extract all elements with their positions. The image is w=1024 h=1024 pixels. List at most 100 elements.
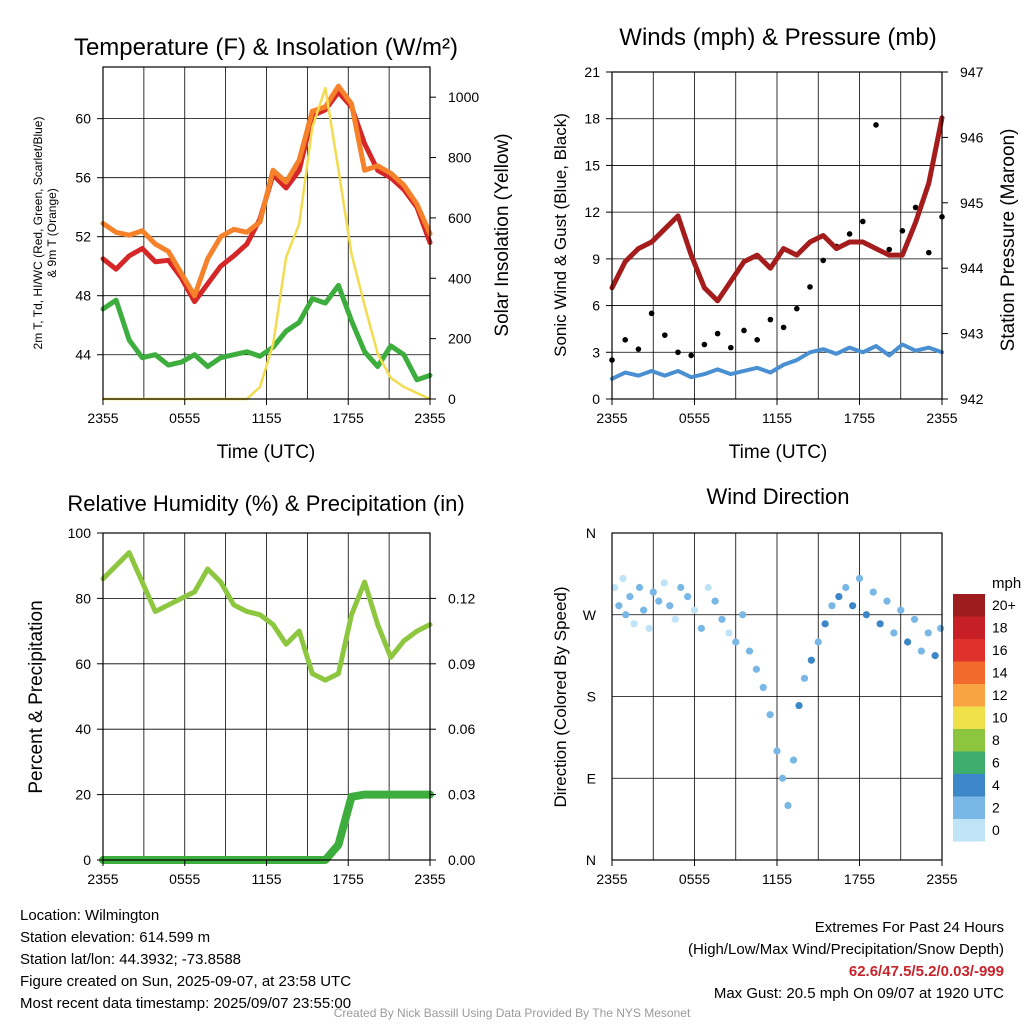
direction-point — [795, 701, 803, 710]
direction-point — [937, 624, 945, 632]
legend-label: 6 — [992, 755, 1000, 771]
y-tick-label: 6 — [592, 298, 600, 314]
x-tick-label: 0555 — [169, 871, 200, 887]
x-tick-label: 1755 — [844, 871, 875, 887]
gust-point — [635, 346, 642, 352]
x-tick-label: 1155 — [251, 410, 281, 426]
direction-point — [660, 579, 668, 587]
temperature-panel: Temperature (F) & Insolation (W/m²) 2355… — [31, 34, 513, 463]
gust-point — [622, 337, 628, 343]
y-tick-label: S — [587, 689, 596, 705]
x-tick-label: 2355 — [414, 410, 445, 426]
y-tick-label: 40 — [75, 721, 91, 737]
direction-point — [778, 774, 787, 782]
direction-point — [821, 620, 829, 628]
x-tick-label: 0555 — [679, 410, 710, 426]
extremes-title: Extremes For Past 24 Hours — [814, 919, 1004, 936]
extremes-values: 62.6/47.5/5.2/0.03/-999 — [848, 963, 1004, 980]
temp-ylabel-1: 2m T, Td, HI/WC (Red, Green, Scarlet/Blu… — [31, 117, 45, 350]
y-tick-label: 60 — [75, 656, 91, 672]
winds-panel: Winds (mph) & Pressure (mb) 2355 0555 1155… — [551, 24, 1019, 463]
x-tick-label: 1755 — [333, 410, 364, 426]
humidity-panel: Relative Humidity (%) & Precipitation (i… — [26, 491, 475, 887]
y-tick-label: 15 — [584, 157, 600, 173]
direction-point — [814, 638, 822, 646]
y-tick-label: 60 — [75, 111, 91, 127]
legend-swatch — [953, 684, 985, 707]
station-location: Location: Wilmington — [20, 907, 160, 924]
direction-point — [649, 588, 657, 596]
direction-point — [789, 756, 798, 764]
gust-point — [926, 249, 932, 256]
station-latlon: Station lat/lon: 44.3932; -73.8588 — [20, 951, 242, 968]
wind-series — [609, 115, 945, 381]
y2-tick-label: 944 — [960, 260, 984, 276]
y2-tick-label: 943 — [960, 326, 984, 342]
gust-point — [767, 316, 774, 323]
legend-label: 8 — [992, 732, 1000, 748]
legend-label: 14 — [992, 665, 1008, 681]
station-info: Location: Wilmington Station elevation: … — [20, 905, 351, 1015]
wind-ylabel-right: Station Pressure (Maroon) — [998, 129, 1019, 352]
x-tick-label: 2355 — [87, 410, 118, 426]
x-tick-label: 1155 — [762, 410, 792, 426]
legend-label: 12 — [992, 687, 1008, 703]
extremes-box: Extremes For Past 24 Hours (High/Low/Max… — [688, 917, 1004, 1005]
x-tick-label: 1755 — [333, 871, 364, 887]
direction-point — [619, 574, 627, 583]
temp-series — [100, 83, 433, 401]
y2-tick-label: 0.03 — [448, 787, 475, 803]
extremes-subtitle: (High/Low/Max Wind/Precipitation/Snow De… — [688, 941, 1004, 958]
direction-point — [718, 615, 726, 623]
rh-grid — [103, 533, 430, 860]
wind-ylabel-left: Sonic Wind & Gust (Blue, Black) — [551, 113, 570, 357]
x-tick-label: 1155 — [251, 871, 281, 887]
direction-point — [800, 674, 809, 682]
sonic-wind-series — [610, 342, 944, 381]
legend-swatch — [953, 706, 985, 729]
legend-label: 0 — [992, 822, 1000, 838]
direction-point — [876, 620, 884, 628]
direction-point — [635, 583, 644, 592]
direction-point — [611, 583, 619, 592]
direction-point — [697, 624, 705, 632]
legend-swatch — [953, 661, 985, 684]
direction-point — [739, 611, 747, 619]
direction-point — [869, 588, 877, 596]
direction-point — [677, 583, 685, 592]
figure-created: Figure created on Sun, 2025-09-07, at 23… — [20, 973, 352, 990]
direction-point — [630, 620, 638, 628]
legend-title: mph — [992, 575, 1021, 592]
direction-point — [745, 647, 754, 655]
y-tick-label: 9 — [592, 251, 600, 267]
gust-point — [780, 324, 787, 331]
direction-point — [773, 747, 781, 755]
y2-tick-label: 1000 — [448, 89, 479, 105]
rh-title: Relative Humidity (%) & Precipitation (i… — [67, 491, 464, 516]
rh-ticks: 2355 0555 1155 1755 2355 0 20 40 60 80 100 0.00 0.03… — [68, 525, 476, 887]
gust-point — [701, 341, 708, 348]
gust-point — [899, 228, 906, 234]
legend-label: 18 — [992, 620, 1008, 636]
y-tick-label: 48 — [75, 288, 91, 304]
direction-point — [752, 665, 760, 673]
direction-point — [645, 624, 653, 632]
direction-point — [622, 611, 630, 619]
recent-timestamp: Most recent data timestamp: 2025/09/07 2… — [20, 995, 352, 1012]
gust-point — [846, 231, 853, 237]
direction-point — [904, 638, 912, 646]
rh-series — [100, 550, 433, 683]
direction-point — [890, 629, 898, 637]
y-tick-label: 52 — [75, 229, 91, 245]
temp-title: Temperature (F) & Insolation (W/m²) — [74, 34, 458, 61]
direction-point — [732, 638, 740, 646]
x-tick-label: 2355 — [596, 871, 627, 887]
legend-swatch — [953, 819, 985, 842]
dir-series — [611, 574, 945, 810]
y-tick-label: 0 — [83, 852, 91, 868]
y-tick-label: W — [583, 607, 597, 623]
direction-point — [842, 583, 850, 592]
direction-point — [855, 574, 864, 583]
y-tick-label: 12 — [584, 204, 600, 220]
legend-label: 2 — [992, 800, 1000, 816]
